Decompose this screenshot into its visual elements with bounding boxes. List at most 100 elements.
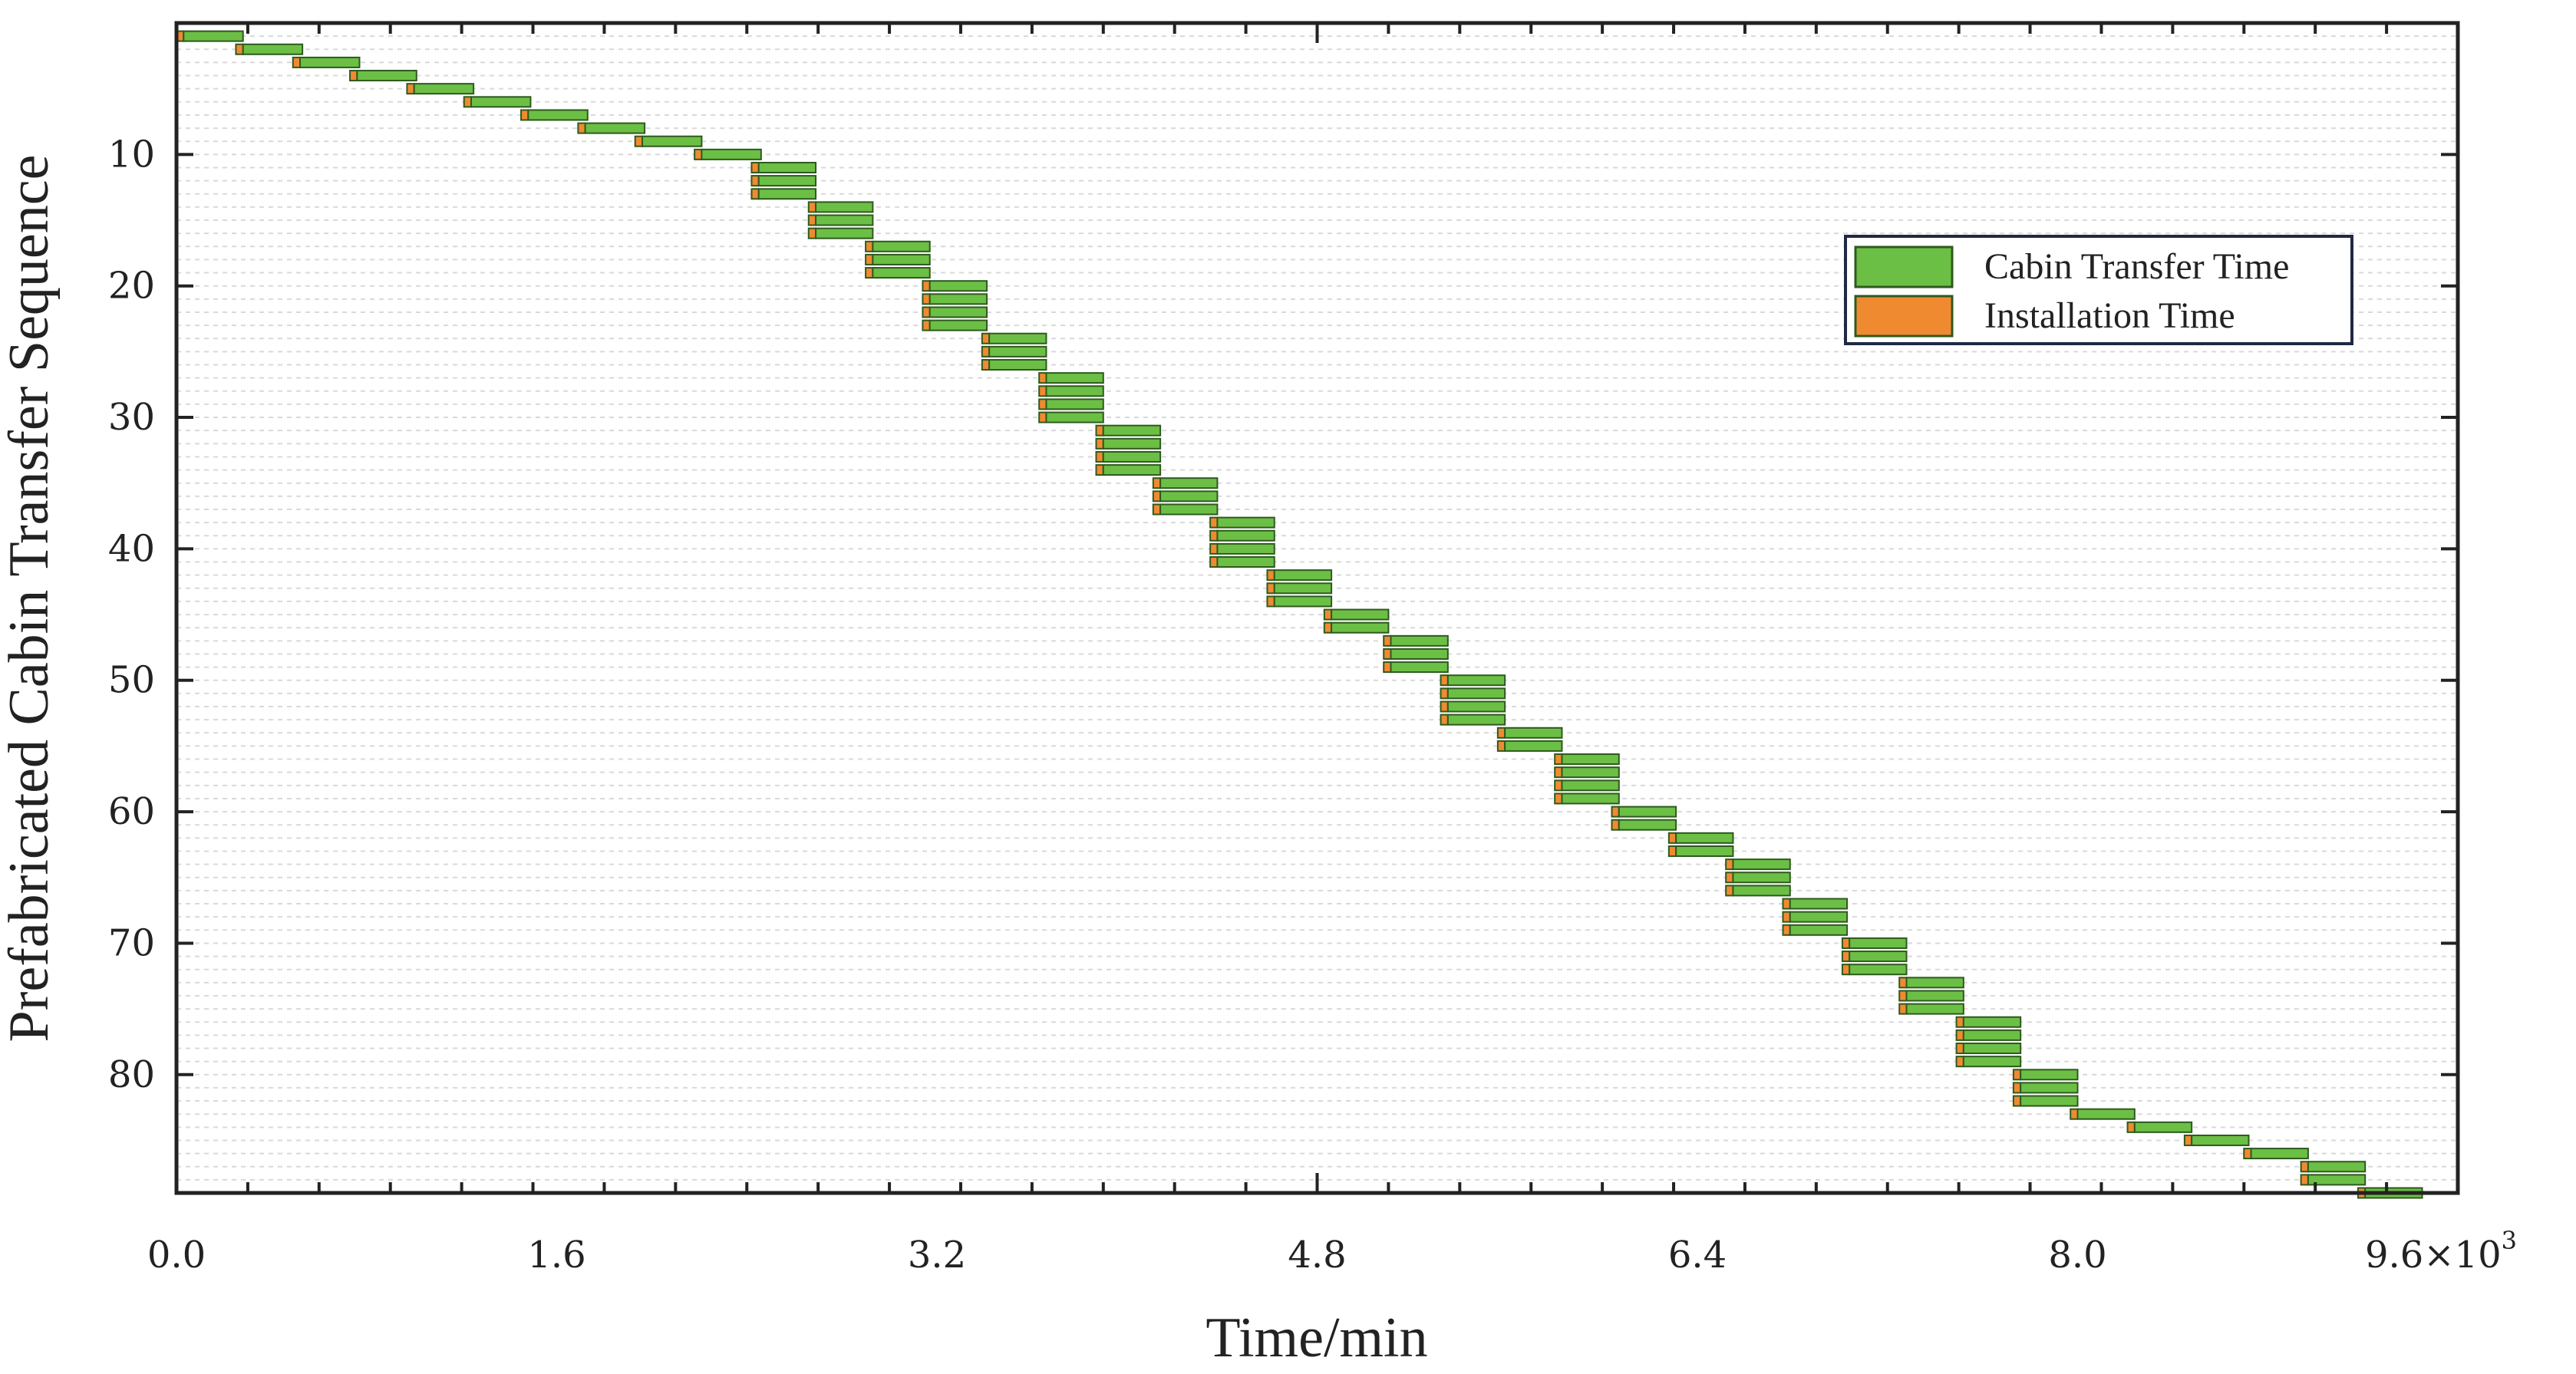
transfer-bar <box>872 267 931 279</box>
transfer-bar <box>1159 477 1219 489</box>
installation-bar <box>1152 503 1162 516</box>
installation-bar <box>981 345 991 358</box>
installation-bar <box>1955 1016 1964 1028</box>
installation-bar <box>1611 806 1620 818</box>
installation-bar <box>922 306 931 318</box>
transfer-bar <box>2133 1121 2193 1133</box>
transfer-bar <box>1962 1043 2022 1055</box>
installation-bar <box>1725 872 1734 884</box>
transfer-bar <box>1273 569 1333 582</box>
transfer-bar <box>1962 1029 2022 1041</box>
installation-bar <box>1095 464 1104 476</box>
installation-bar <box>1440 713 1449 726</box>
transfer-bar <box>1045 398 1104 410</box>
transfer-bar <box>1390 661 1449 674</box>
installation-bar <box>1554 766 1563 779</box>
transfer-bar <box>1561 766 1620 779</box>
transfer-bar <box>1216 529 1275 542</box>
transfer-bar <box>413 83 475 95</box>
y-tick-label: 10 <box>108 133 155 176</box>
transfer-bar <box>1789 898 1849 910</box>
legend-label-transfer: Cabin Transfer Time <box>1984 246 2289 287</box>
transfer-bar <box>1102 464 1162 476</box>
transfer-bar <box>1905 990 1964 1002</box>
installation-bar <box>1323 608 1333 621</box>
installation-bar <box>1841 964 1851 976</box>
transfer-bar <box>1732 872 1791 884</box>
transfer-bar <box>641 135 703 147</box>
transfer-bar <box>1390 634 1449 647</box>
installation-bar <box>1898 1003 1908 1015</box>
legend-swatch-installation <box>1854 295 1954 338</box>
installation-bar <box>1209 529 1219 542</box>
installation-bar <box>1383 634 1392 647</box>
transfer-bar <box>1216 556 1275 568</box>
installation-bar <box>1667 832 1677 844</box>
transfer-bar <box>757 188 817 200</box>
transfer-bar <box>988 345 1047 358</box>
transfer-bar <box>1102 437 1162 450</box>
transfer-bar <box>1159 503 1219 516</box>
transfer-bar <box>1390 647 1449 660</box>
transfer-bar <box>1732 885 1791 897</box>
installation-bar <box>865 240 874 252</box>
installation-bar <box>406 83 415 95</box>
installation-bar <box>2126 1121 2136 1133</box>
installation-bar <box>1725 858 1734 871</box>
installation-bar <box>1898 977 1908 989</box>
installation-bar <box>807 201 817 213</box>
installation-bar <box>807 214 817 226</box>
transfer-bar <box>815 227 874 239</box>
installation-bar <box>865 267 874 279</box>
transfer-bar <box>527 109 589 121</box>
installation-bar <box>750 188 760 200</box>
transfer-bar <box>242 43 304 55</box>
installation-bar <box>865 253 874 265</box>
installation-bar <box>1038 411 1047 423</box>
transfer-bar <box>815 214 874 226</box>
installation-bar <box>2300 1161 2309 1173</box>
y-tick-label: 30 <box>108 396 155 439</box>
installation-bar <box>981 358 991 371</box>
transfer-bar <box>1849 964 1908 976</box>
installation-bar <box>1209 516 1219 529</box>
transfer-bar <box>1561 792 1620 805</box>
transfer-bar <box>1561 779 1620 792</box>
installation-bar <box>1496 740 1506 752</box>
x-scale-note: 9.6×103 <box>2365 1226 2517 1277</box>
transfer-bar <box>1446 700 1506 713</box>
installation-bar <box>520 109 529 121</box>
transfer-bar <box>1216 516 1275 529</box>
y-tick-label: 80 <box>108 1053 155 1096</box>
installation-bar <box>694 148 703 160</box>
transfer-bar <box>1045 372 1104 384</box>
transfer-bar <box>1675 845 1734 858</box>
installation-bar <box>1209 542 1219 555</box>
transfer-bar <box>2250 1148 2309 1160</box>
x-tick-label: 3.2 <box>908 1234 966 1277</box>
transfer-bar <box>1273 595 1333 608</box>
transfer-bar <box>2020 1082 2079 1094</box>
transfer-bar <box>1102 450 1162 463</box>
transfer-bar <box>299 56 361 68</box>
installation-bar <box>922 293 931 305</box>
transfer-bar <box>872 253 931 265</box>
installation-bar <box>235 43 244 55</box>
installation-bar <box>292 56 302 68</box>
transfer-bar <box>1962 1016 2022 1028</box>
plot-background <box>176 23 2458 1193</box>
transfer-bar <box>1618 819 1677 831</box>
installation-bar <box>1152 477 1162 489</box>
y-tick-label: 50 <box>108 659 155 702</box>
transfer-bar <box>470 96 532 108</box>
installation-bar <box>1152 490 1162 502</box>
installation-bar <box>750 161 760 173</box>
y-tick-labels: 10 20 30 40 50 60 70 80 <box>108 133 155 1096</box>
transfer-bar <box>584 122 646 134</box>
transfer-bar <box>988 332 1047 344</box>
transfer-bar <box>1732 858 1791 871</box>
installation-bar <box>2012 1082 2022 1094</box>
installation-bar <box>1898 990 1908 1002</box>
axis-ticks <box>175 23 2459 1193</box>
transfer-bar <box>2076 1108 2136 1120</box>
